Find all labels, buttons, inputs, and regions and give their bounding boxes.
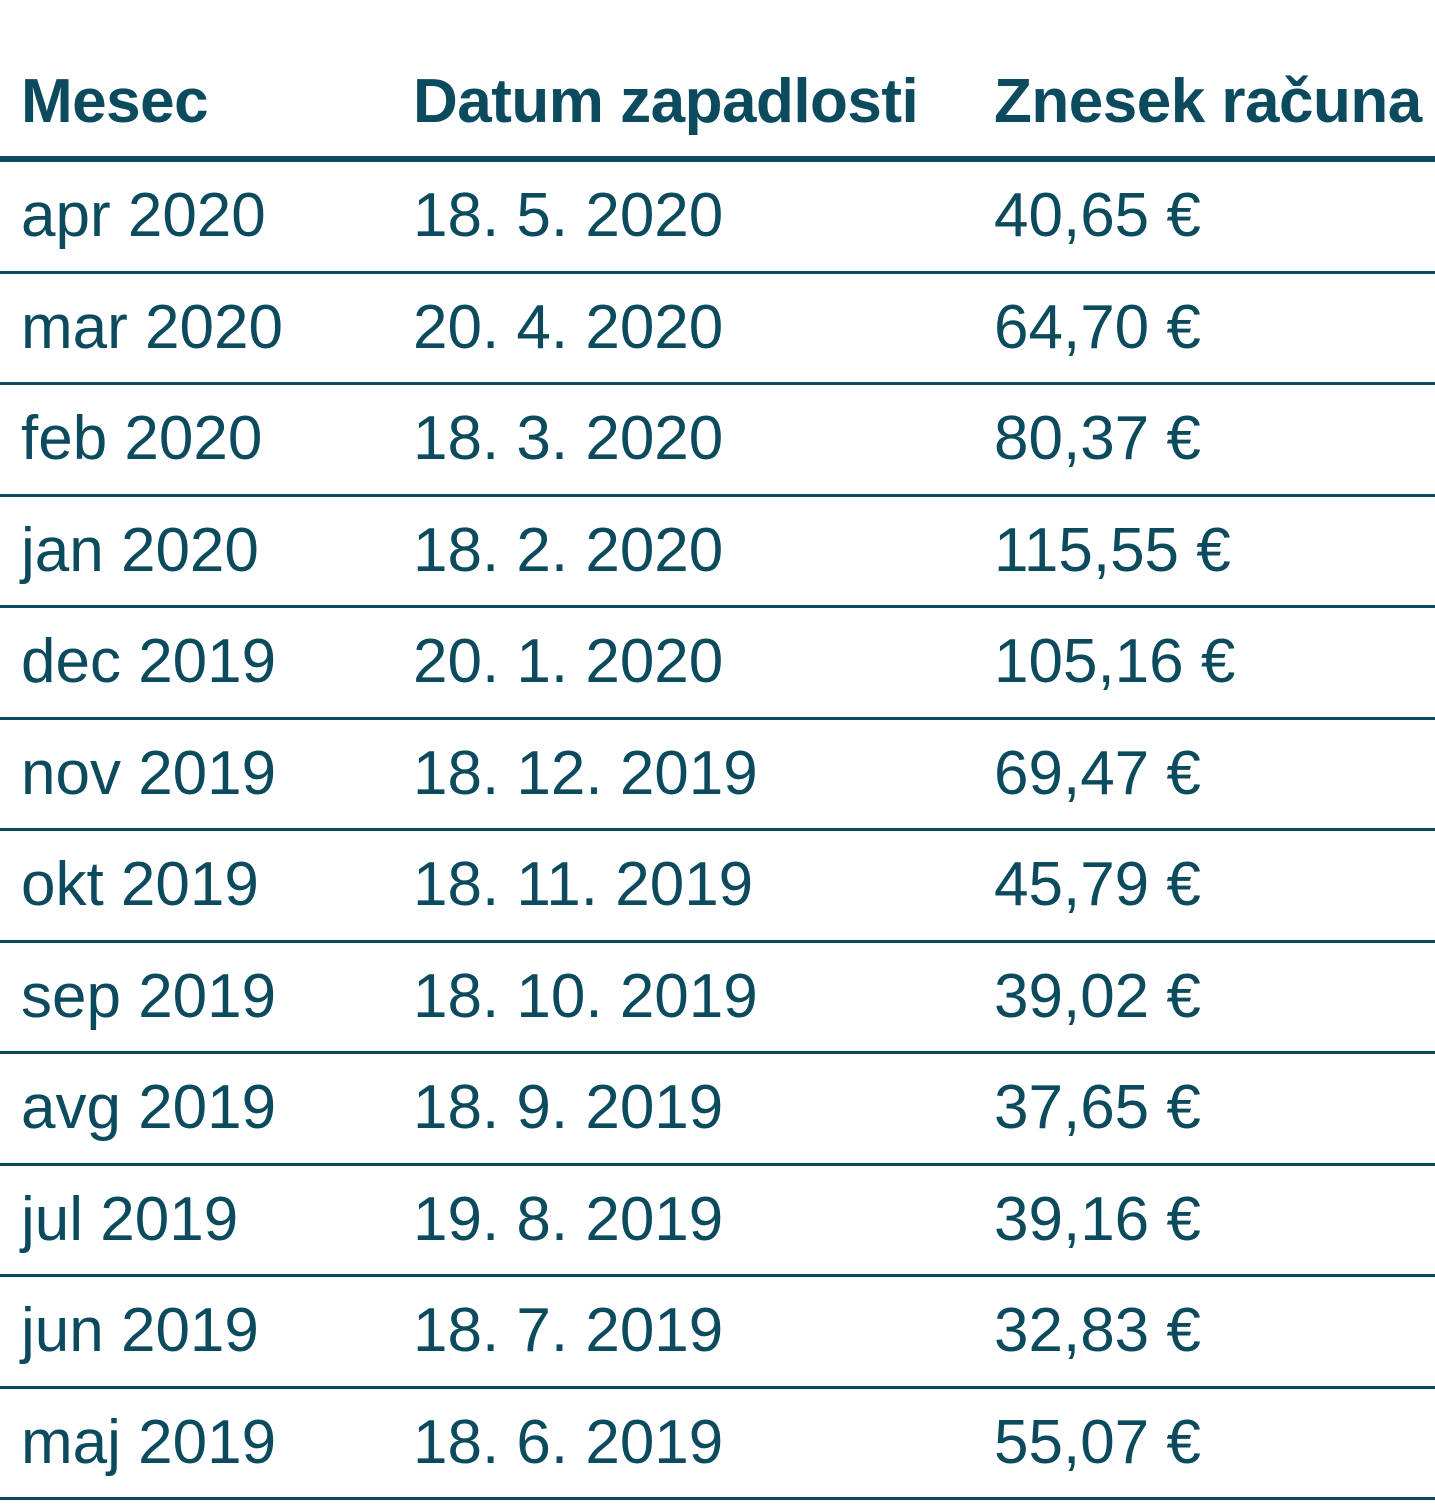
cell-due-date: 18. 12. 2019 — [413, 738, 758, 808]
cell-amount: 40,65 € — [994, 181, 1201, 250]
cell-amount: 69,47 € — [994, 738, 1201, 808]
cell-due-date: 20. 4. 2020 — [413, 292, 724, 362]
cell-due-date: 18. 2. 2020 — [413, 515, 724, 585]
table-row[interactable]: feb 2020 18. 3. 2020 80,37 € — [0, 385, 1435, 497]
table-row[interactable]: maj 2019 18. 6. 2019 55,07 € — [0, 1389, 1435, 1500]
cell-due-date: 18. 11. 2019 — [413, 850, 754, 919]
cell-due-date: 18. 3. 2020 — [413, 404, 724, 473]
cell-amount: 80,37 € — [994, 404, 1201, 473]
cell-due-date: 18. 5. 2020 — [413, 181, 724, 250]
cell-amount: 39,02 € — [994, 961, 1201, 1031]
table-row[interactable]: nov 2019 18. 12. 2019 69,47 € — [0, 720, 1435, 831]
cell-due-date: 18. 7. 2019 — [413, 1296, 724, 1365]
table-row[interactable]: apr 2020 18. 5. 2020 40,65 € — [0, 162, 1435, 274]
table-header-row: Mesec Datum zapadlosti Znesek računa — [0, 0, 1435, 162]
cell-due-date: 19. 8. 2019 — [413, 1184, 724, 1254]
table-row[interactable]: avg 2019 18. 9. 2019 37,65 € — [0, 1054, 1435, 1166]
cell-month: maj 2019 — [21, 1407, 277, 1477]
cell-month: nov 2019 — [21, 738, 277, 808]
cell-month: sep 2019 — [21, 961, 277, 1031]
cell-amount: 55,07 € — [994, 1407, 1201, 1477]
cell-month: apr 2020 — [21, 181, 266, 250]
cell-amount: 32,83 € — [994, 1296, 1201, 1365]
cell-amount: 105,16 € — [994, 627, 1236, 696]
cell-due-date: 18. 9. 2019 — [413, 1073, 724, 1142]
cell-amount: 37,65 € — [994, 1073, 1201, 1142]
cell-month: jul 2019 — [21, 1184, 239, 1254]
cell-amount: 45,79 € — [994, 850, 1201, 919]
cell-amount: 39,16 € — [994, 1184, 1201, 1254]
cell-due-date: 18. 10. 2019 — [413, 961, 758, 1031]
cell-month: feb 2020 — [21, 404, 263, 473]
cell-month: jun 2019 — [21, 1296, 259, 1365]
cell-month: avg 2019 — [21, 1073, 277, 1142]
table-body: apr 2020 18. 5. 2020 40,65 € mar 2020 20. 4.… — [0, 162, 1435, 1500]
cell-month: okt 2019 — [21, 850, 259, 919]
table-row[interactable]: jan 2020 18. 2. 2020 115,55 € — [0, 497, 1435, 608]
cell-amount: 115,55 € — [994, 515, 1231, 585]
cell-month: dec 2019 — [21, 627, 277, 696]
column-header-due-date[interactable]: Datum zapadlosti — [413, 67, 919, 136]
cell-month: jan 2020 — [21, 515, 259, 585]
table-row[interactable]: jun 2019 18. 7. 2019 32,83 € — [0, 1277, 1435, 1389]
cell-amount: 64,70 € — [994, 292, 1201, 362]
table-row[interactable]: dec 2019 20. 1. 2020 105,16 € — [0, 608, 1435, 720]
column-header-amount[interactable]: Znesek računa — [994, 67, 1422, 136]
table-row[interactable]: jul 2019 19. 8. 2019 39,16 € — [0, 1166, 1435, 1277]
table-row[interactable]: okt 2019 18. 11. 2019 45,79 € — [0, 831, 1435, 943]
table-row[interactable]: mar 2020 20. 4. 2020 64,70 € — [0, 274, 1435, 385]
cell-month: mar 2020 — [21, 292, 283, 362]
cell-due-date: 20. 1. 2020 — [413, 627, 724, 696]
table-row[interactable]: sep 2019 18. 10. 2019 39,02 € — [0, 943, 1435, 1054]
cell-due-date: 18. 6. 2019 — [413, 1407, 724, 1477]
column-header-month[interactable]: Mesec — [21, 67, 209, 136]
